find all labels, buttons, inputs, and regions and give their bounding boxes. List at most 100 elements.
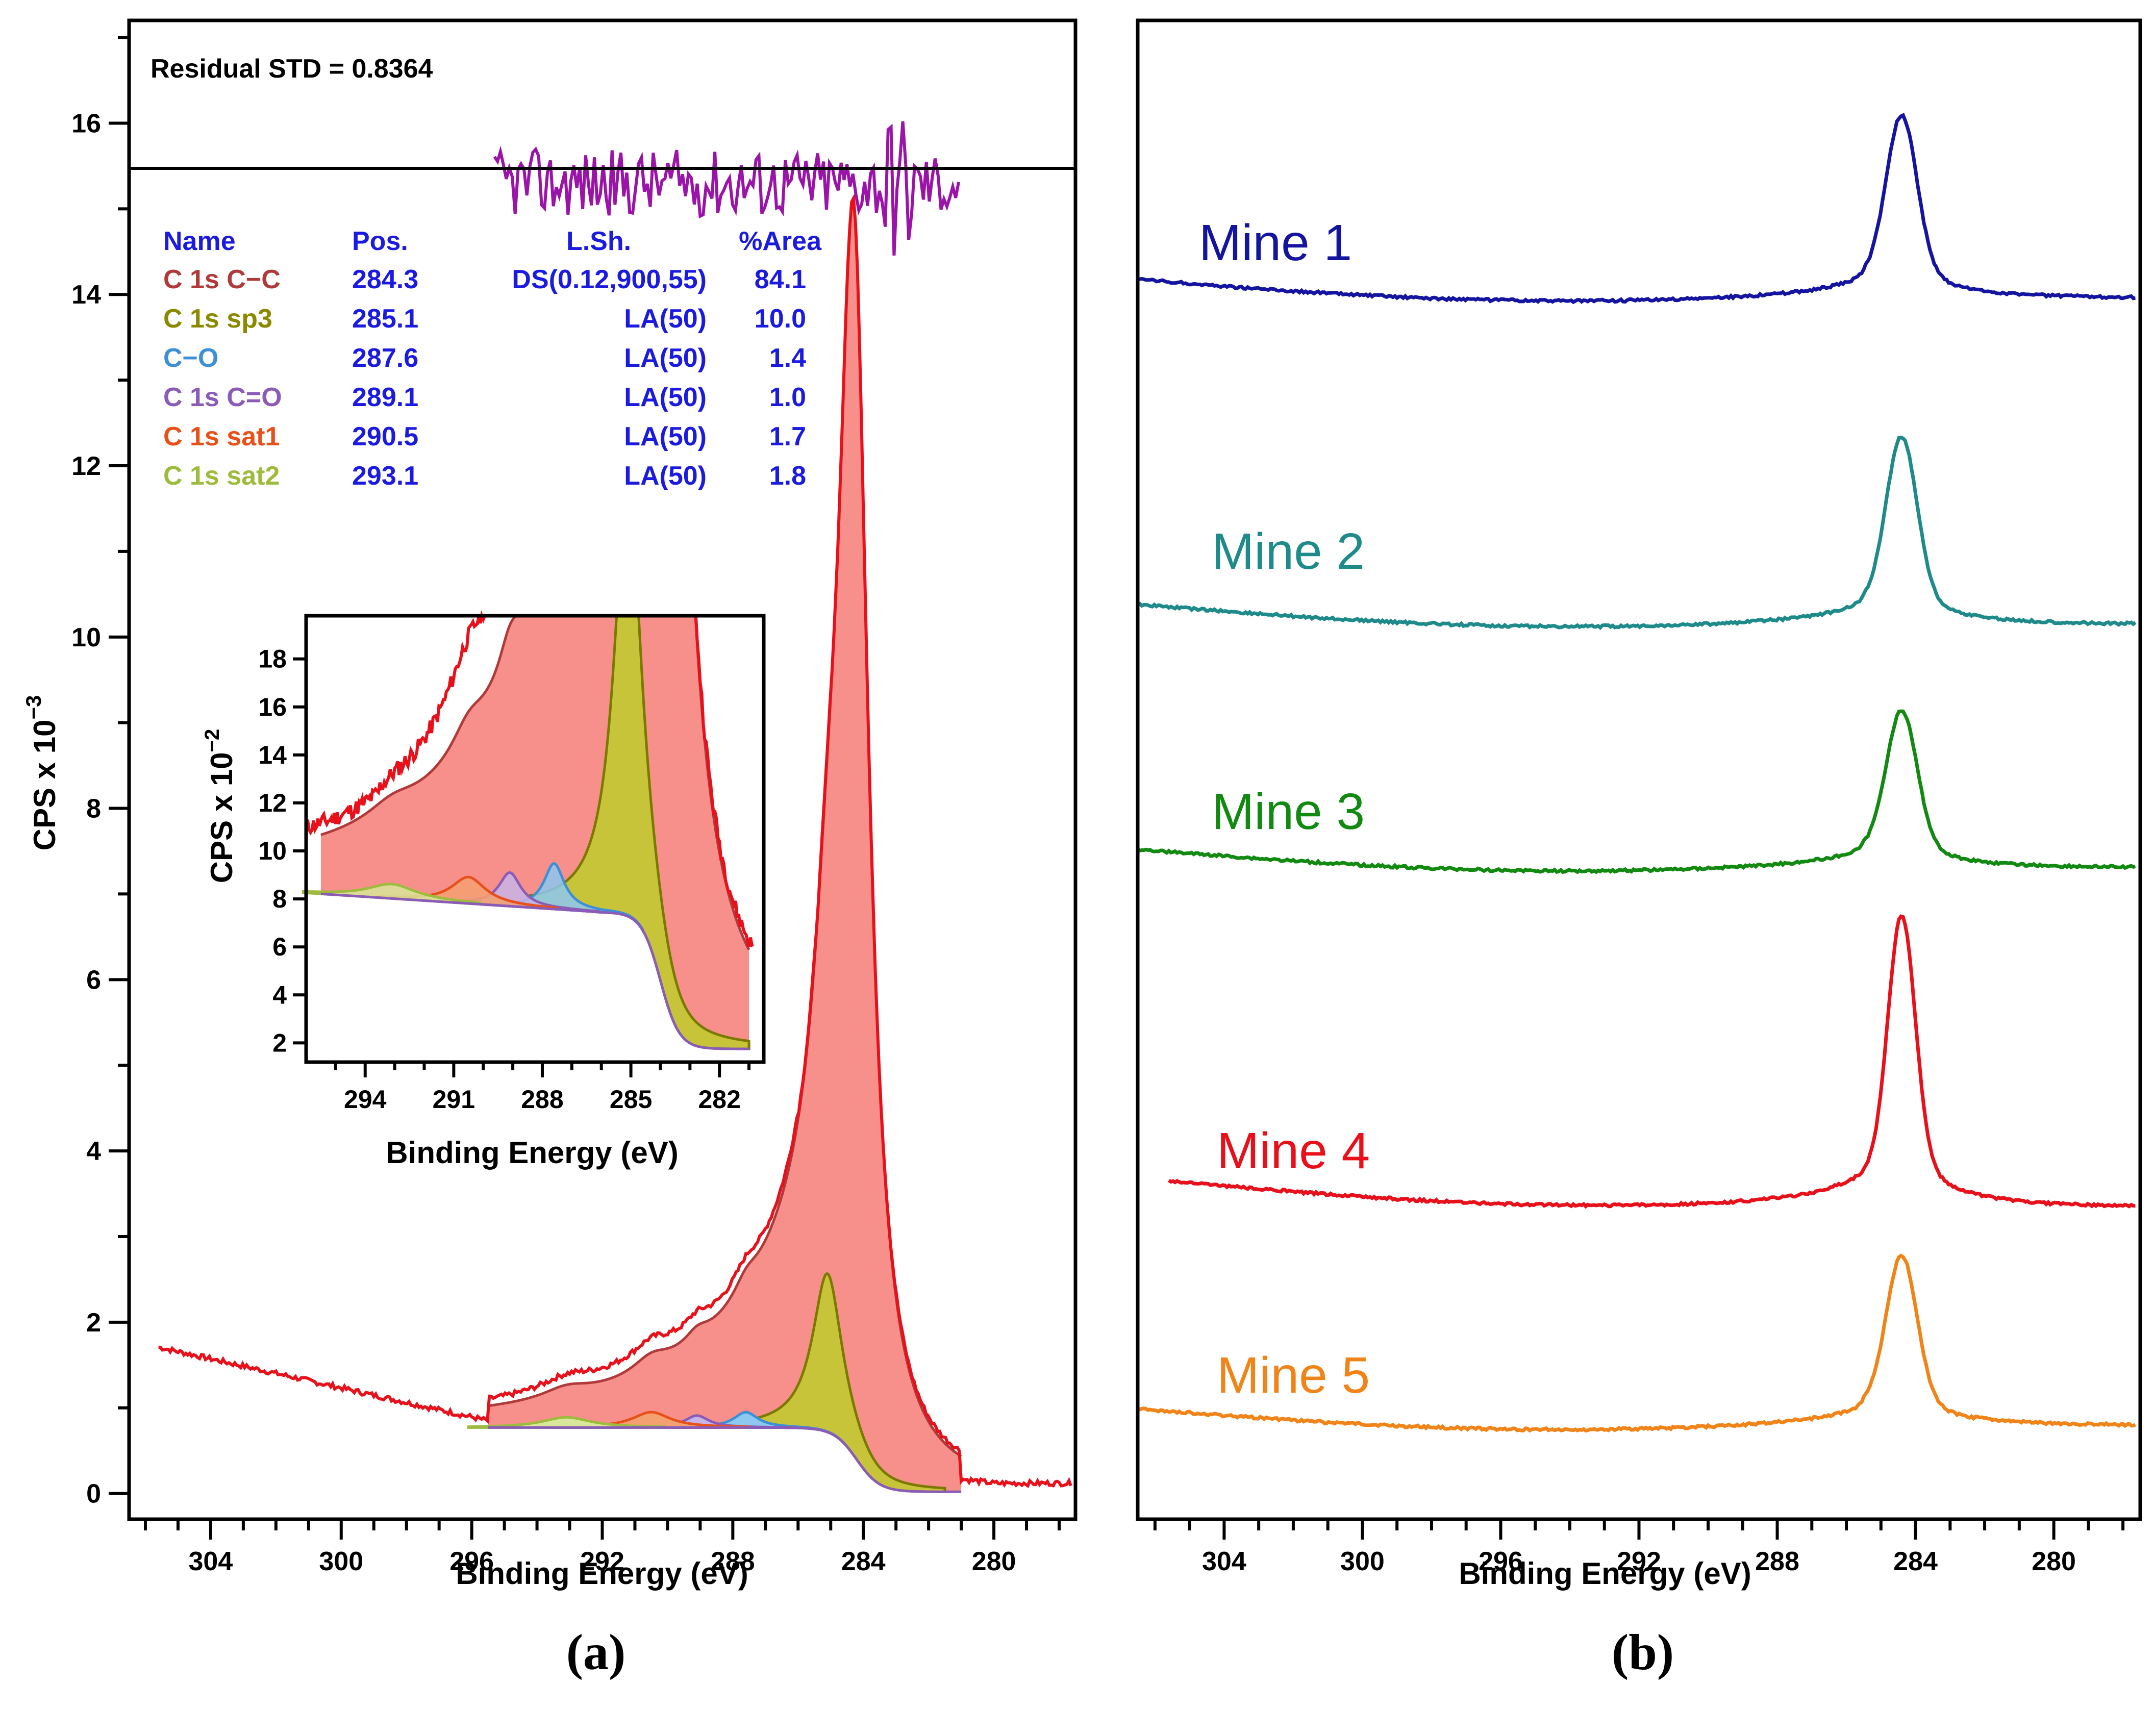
x-tick-label: 296	[449, 1547, 494, 1576]
x-tick-label: 284	[841, 1547, 886, 1576]
cc-peak-fill	[488, 203, 962, 1492]
inset-x-tick-label: 282	[698, 1085, 740, 1114]
mine-spectrum-3	[1136, 709, 2136, 874]
panel-b-x-axis-title: Binding Energy (eV)	[1459, 1556, 1751, 1591]
table-cell-name: C 1s sat1	[163, 422, 280, 451]
table-cell-pos: 284.3	[352, 265, 418, 294]
table-cell-lsh: DS(0.12,900,55)	[512, 265, 707, 294]
mine-spectrum-1	[1137, 113, 2136, 305]
x-tick-label: 292	[1617, 1547, 1661, 1576]
table-header: Pos.	[352, 227, 408, 256]
x-tick-label: 288	[1755, 1547, 1799, 1576]
inset-x-tick-label: 288	[521, 1085, 563, 1114]
table-cell-area: 1.8	[769, 461, 806, 491]
table-cell-lsh: LA(50)	[624, 343, 707, 373]
mine-spectrum-4	[1167, 914, 2136, 1209]
table-header: %Area	[739, 227, 822, 256]
x-tick-label: 292	[580, 1547, 624, 1576]
table-cell-area: 1.4	[769, 343, 806, 373]
table-header: L.Sh.	[566, 227, 631, 256]
table-cell-name: C 1s C=O	[163, 383, 282, 412]
x-tick-label: 288	[711, 1547, 755, 1576]
mine-label-2: Mine 2	[1212, 523, 1365, 580]
y-tick-label: 0	[86, 1479, 101, 1509]
x-tick-label: 304	[1202, 1547, 1246, 1576]
inset-background-line	[320, 892, 749, 1050]
y-tick-label: 4	[86, 1137, 101, 1166]
table-header: Name	[163, 227, 236, 256]
x-tick-label: 280	[2032, 1547, 2076, 1576]
y-tick-label: 10	[71, 623, 101, 652]
table-cell-name: C−O	[163, 343, 218, 373]
peak-table: Name Pos. L.Sh. %Area C 1s C−C 284.3 DS(0.12,9…	[163, 227, 822, 491]
table-cell-name: C 1s sp3	[163, 304, 272, 334]
table-cell-pos: 285.1	[352, 304, 418, 334]
inset-y-tick-label: 4	[272, 980, 287, 1009]
panel-b-label: (b)	[1612, 1624, 1674, 1680]
mine-label-4: Mine 4	[1217, 1122, 1370, 1179]
table-cell-pos: 293.1	[352, 461, 418, 491]
panel-b-chart: 304 300 296 292 288 284 280 Mine 1 Mine 2 Mine 3…	[1136, 18, 2142, 1680]
table-cell-lsh: LA(50)	[624, 422, 707, 451]
table-cell-name: C 1s sat2	[163, 461, 280, 491]
inset-y-tick-label: 8	[272, 885, 287, 913]
x-tick-label: 296	[1479, 1547, 1523, 1576]
fit-curves	[158, 121, 1072, 1493]
panel-a-label: (a)	[566, 1624, 626, 1680]
table-cell-area: 84.1	[755, 265, 806, 294]
table-cell-pos: 289.1	[352, 383, 418, 412]
panel-b-axes: 304 300 296 292 288 284 280	[1153, 1519, 2125, 1576]
panel-a-x-axis-title: Binding Energy (eV)	[456, 1556, 748, 1591]
inset-x-axis-title: Binding Energy (eV)	[386, 1136, 678, 1170]
inset-y-tick-label: 16	[258, 693, 287, 721]
inset-chart: 294 291 288 285 282 2 4 6 8 10 12 14 16 18 CPS x 10−2…	[201, 610, 766, 1170]
inset-y-tick-label: 14	[258, 741, 287, 769]
y-tick-label: 12	[71, 451, 101, 481]
mine-labels: Mine 1 Mine 2 Mine 3 Mine 4 Mine 5	[1199, 214, 1370, 1404]
table-cell-lsh: LA(50)	[624, 383, 707, 412]
table-cell-pos: 287.6	[352, 343, 418, 373]
inset-x-tick-label: 291	[433, 1085, 475, 1114]
x-tick-label: 280	[972, 1547, 1016, 1576]
y-tick-label: 2	[86, 1308, 101, 1338]
table-cell-lsh: LA(50)	[624, 461, 707, 491]
residual-curve	[493, 121, 960, 256]
panel-a-chart: Residual STD = 0.8364 Name Pos. L.Sh. %Area…	[21, 18, 1078, 1680]
table-cell-lsh: LA(50)	[624, 304, 707, 334]
mine-label-5: Mine 5	[1217, 1347, 1370, 1404]
panel-a-y-axis-title: CPS x 10−3	[21, 695, 62, 851]
table-cell-pos: 290.5	[352, 422, 418, 451]
x-tick-label: 300	[319, 1547, 363, 1576]
y-tick-label: 6	[86, 965, 101, 995]
x-tick-label: 304	[189, 1547, 233, 1576]
y-tick-label: 14	[71, 280, 101, 310]
table-cell-name: C 1s C−C	[163, 265, 281, 294]
table-cell-area: 1.0	[769, 383, 806, 412]
y-tick-label: 16	[71, 109, 101, 138]
y-tick-label: 8	[86, 794, 101, 824]
x-tick-label: 284	[1893, 1547, 1938, 1576]
inset-y-tick-label: 12	[258, 789, 287, 817]
inset-y-tick-label: 18	[258, 645, 287, 673]
background-line	[488, 1426, 962, 1493]
inset-y-tick-label: 10	[258, 837, 287, 865]
inset-x-tick-label: 285	[610, 1085, 652, 1114]
inset-y-tick-label: 6	[272, 933, 287, 961]
mine-label-1: Mine 1	[1199, 214, 1352, 271]
inset-axes: 294 291 288 285 282 2 4 6 8 10 12 14 16 18	[258, 645, 751, 1114]
table-cell-area: 10.0	[755, 304, 806, 334]
mine-label-3: Mine 3	[1212, 783, 1365, 840]
mine-spectrum-5	[1137, 1253, 2136, 1433]
x-tick-label: 300	[1340, 1547, 1385, 1576]
table-cell-area: 1.7	[769, 422, 806, 451]
inset-y-tick-label: 2	[272, 1028, 287, 1057]
inset-frame	[304, 614, 766, 1064]
mine-spectra	[1136, 113, 2137, 1433]
inset-x-tick-label: 294	[344, 1085, 387, 1114]
mine-spectrum-2	[1137, 435, 2137, 631]
residual-label: Residual STD = 0.8364	[151, 54, 433, 84]
inset-y-axis-title: CPS x 10−2	[201, 729, 239, 883]
measured-spectrum	[158, 193, 1072, 1488]
